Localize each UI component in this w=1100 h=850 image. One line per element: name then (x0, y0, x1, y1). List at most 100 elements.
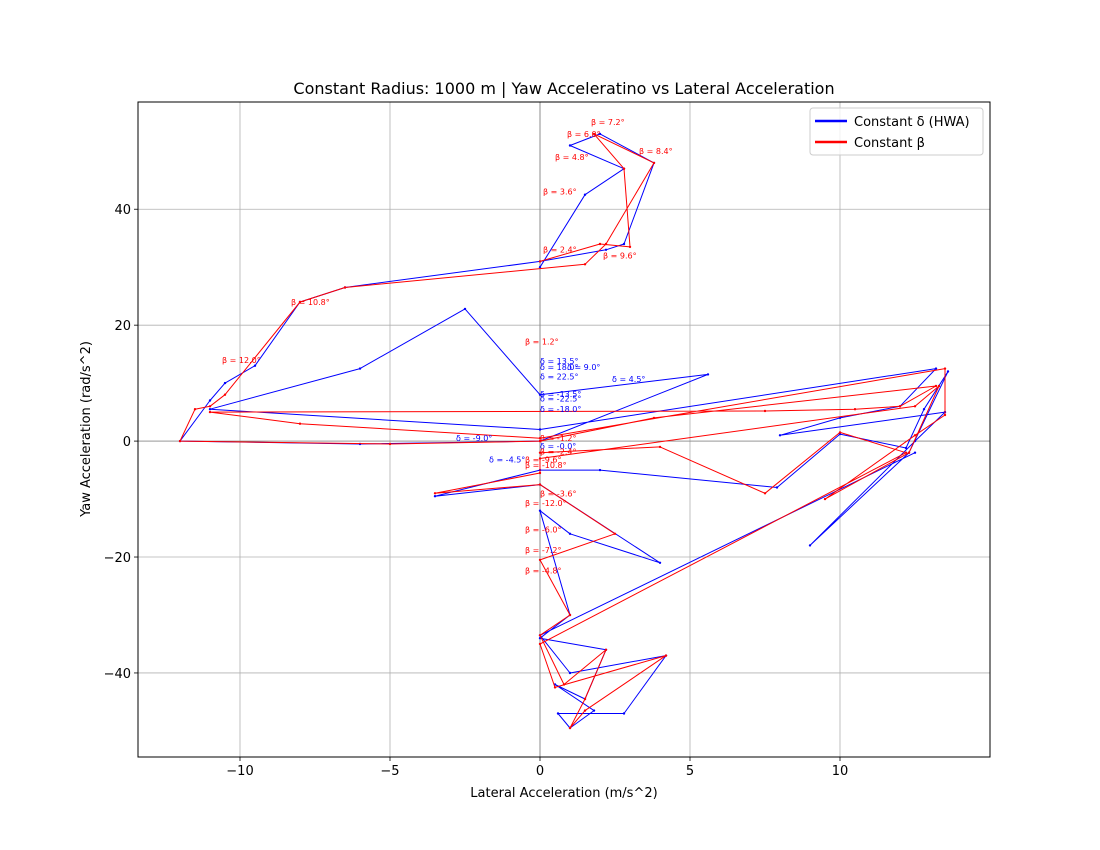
data-label: δ = -9.0° (456, 434, 492, 443)
data-label: δ = 18.0° (540, 363, 579, 372)
data-point (538, 437, 542, 440)
data-point (433, 492, 437, 495)
data-label: β = 10.8° (291, 298, 330, 307)
legend-label-delta: Constant δ (HWA) (854, 115, 970, 130)
data-point (598, 468, 602, 472)
data-point (556, 712, 560, 715)
data-point (598, 242, 602, 246)
data-point (538, 483, 542, 486)
data-label: δ = -22.5° (540, 395, 581, 404)
data-point (553, 686, 557, 689)
series-layer (178, 132, 950, 730)
data-point (298, 300, 302, 304)
data-point (568, 144, 572, 147)
data-point (622, 167, 626, 170)
legend-label-beta: Constant β (854, 136, 925, 151)
data-point (538, 428, 542, 431)
data-point (598, 132, 602, 136)
data-point (253, 364, 257, 367)
data-point (622, 242, 626, 246)
data-point (613, 532, 617, 535)
y-tick-label: −40 (104, 667, 131, 682)
data-point (763, 492, 767, 495)
data-point (706, 373, 710, 376)
data-point (808, 544, 812, 547)
series-constant-beta (178, 132, 947, 730)
data-label: β = -4.8° (525, 566, 562, 575)
data-point (208, 399, 212, 402)
y-tick-label: 0 (123, 435, 131, 450)
data-point (562, 683, 566, 686)
data-point (907, 451, 911, 454)
y-tick-label: 40 (114, 203, 131, 218)
data-point (193, 408, 197, 411)
data-label: β = -7.2° (525, 546, 562, 555)
data-label: β = -6.0° (525, 526, 562, 535)
data-label: β = 9.6° (603, 252, 637, 261)
data-point (583, 709, 587, 712)
data-label: β = 8.4° (639, 147, 673, 156)
data-point (904, 446, 908, 450)
data-label: β = -12.0° (525, 499, 567, 508)
data-point (568, 726, 572, 730)
data-point (388, 442, 392, 446)
data-point (538, 266, 542, 269)
data-label: δ = 4.5° (612, 375, 645, 384)
annotations: β = 7.2° β = 6.0° β = 8.4° β = 4.8° β = 3.6°… (222, 118, 673, 575)
data-point (604, 248, 608, 251)
data-point (568, 532, 572, 535)
data-point (913, 405, 917, 408)
x-tick-label: 10 (832, 764, 849, 779)
data-point (358, 367, 362, 370)
data-label: β = 2.4° (543, 246, 577, 255)
data-label: δ = -4.5° (489, 456, 525, 465)
plot-frame (137, 101, 991, 758)
data-point (943, 413, 947, 417)
data-point (538, 642, 542, 646)
data-point (538, 509, 542, 512)
data-point (538, 260, 542, 263)
data-point (898, 405, 902, 408)
ticks: −10 −5 0 5 10 −40 −20 0 20 40 (104, 203, 849, 779)
data-point (934, 384, 938, 388)
x-tick-label: 0 (536, 764, 544, 779)
y-tick-label: 20 (114, 319, 131, 334)
data-point (592, 709, 596, 712)
data-label: β = 3.6° (543, 188, 577, 197)
data-point (208, 408, 212, 411)
chart-title: Constant Radius: 1000 m | Yaw Accelerati… (293, 79, 834, 98)
data-point (223, 381, 227, 385)
data-point (775, 486, 779, 489)
data-label: δ = 22.5° (540, 373, 579, 382)
data-label: β = 1.2° (525, 337, 559, 346)
data-point (622, 712, 626, 715)
x-tick-label: −5 (380, 764, 399, 779)
x-tick-label: −10 (226, 764, 253, 779)
legend: Constant δ (HWA) Constant β (809, 107, 984, 156)
x-axis-label: Lateral Acceleration (m/s^2) (470, 786, 657, 801)
data-point (604, 648, 608, 651)
data-point (946, 370, 950, 373)
data-label: β = -2.4° (540, 447, 577, 456)
data-label: β = 7.2° (591, 118, 625, 127)
data-point (463, 307, 467, 311)
data-point (538, 439, 542, 443)
data-point (913, 434, 917, 437)
data-point (208, 405, 212, 408)
data-point (604, 242, 608, 246)
data-point (538, 471, 542, 475)
data-point (568, 613, 572, 617)
data-label: δ = 9.0° (567, 363, 600, 372)
data-point (298, 422, 302, 425)
data-point (178, 439, 182, 443)
data-point (568, 671, 572, 675)
data-point (943, 367, 947, 370)
data-point (934, 367, 938, 370)
data-point (664, 654, 668, 657)
data-point (538, 558, 542, 562)
data-point (853, 408, 857, 411)
data-label: β = -9.6° (525, 456, 562, 465)
data-label: δ = -0.0° (540, 442, 576, 451)
data-point (583, 193, 587, 196)
